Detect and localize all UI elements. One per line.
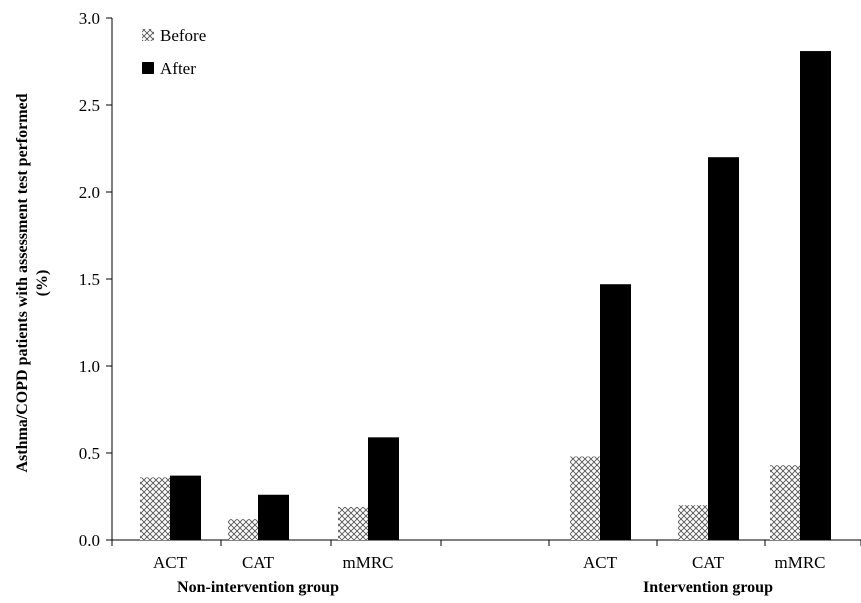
legend-label-after: After [160,59,196,78]
bar-after [258,494,289,540]
x-category-label: CAT [242,553,275,572]
y-ticks: 0.0 0.5 1.0 1.5 2.0 2.5 3.0 [79,9,112,550]
x-category-label: mMRC [342,553,393,572]
x-category-label: mMRC [774,553,825,572]
bar-after [170,475,201,540]
bar-before [570,456,600,540]
bar-after [368,437,399,540]
bar-after [600,284,631,540]
x-category-label: ACT [583,553,618,572]
bar-before [678,505,708,540]
bar-before [338,506,368,540]
bar-after [708,157,739,540]
bar-before [770,465,800,540]
x-group-label: Non-intervention group [177,579,339,596]
legend-label-before: Before [160,26,206,45]
legend-swatch-before [142,29,154,41]
y-tick-label: 3.0 [79,9,100,28]
y-axis-title-line2: (%) [34,270,51,297]
legend: Before After [142,26,206,78]
bar-before [140,477,170,540]
y-tick-label: 2.0 [79,183,100,202]
x-category-label: CAT [692,553,725,572]
x-category-label: ACT [153,553,188,572]
legend-swatch-after [142,62,154,74]
y-tick-label: 1.0 [79,357,100,376]
y-tick-label: 0.0 [79,531,100,550]
y-tick-label: 1.5 [79,270,100,289]
y-tick-label: 2.5 [79,96,100,115]
x-group-label: Intervention group [643,579,773,596]
bars [140,51,831,541]
bar-before [228,519,258,540]
bar-after [800,51,831,541]
y-axis-title-line1: Asthma/COPD patients with assessment tes… [14,93,31,472]
y-tick-label: 0.5 [79,444,100,463]
